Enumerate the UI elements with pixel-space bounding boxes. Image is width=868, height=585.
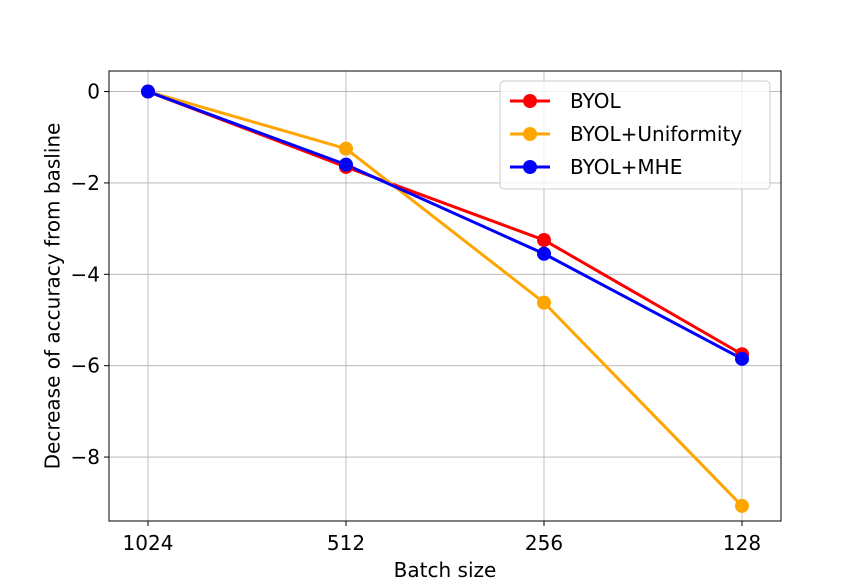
legend-label: BYOL+Uniformity: [570, 122, 742, 146]
y-tick-label: −2: [71, 171, 100, 195]
legend-label: BYOL: [570, 89, 621, 113]
series-point-0: [537, 233, 551, 248]
series-line-1: [147, 90, 744, 507]
y-tick-label: −6: [71, 354, 100, 378]
y-tick-label: −8: [71, 445, 100, 469]
series-point-2: [735, 351, 749, 366]
series-layer: [141, 84, 749, 513]
legend: BYOL BYOL+Uniformity BYOL+MHE: [499, 80, 771, 190]
series-point-2: [141, 84, 155, 99]
series-point-1: [735, 498, 749, 513]
legend-marker: [523, 127, 537, 141]
series-line-2: [147, 90, 743, 361]
x-tick-label: 256: [525, 531, 563, 555]
legend-box: [499, 80, 771, 190]
x-tick-label: 512: [327, 531, 365, 555]
legend-marker: [523, 160, 537, 174]
series-point-1: [339, 141, 353, 156]
plot-area: [108, 70, 782, 522]
x-tick-label: 128: [723, 531, 761, 555]
x-axis-label: Batch size: [394, 558, 497, 582]
x-tick-label: 1024: [123, 531, 174, 555]
y-axis-label: Decrease of accuracy from basline: [41, 123, 65, 470]
ticks: 1024 512 256 128 0 −2 −4 −6 −8: [71, 80, 762, 555]
y-tick-label: 0: [87, 80, 100, 104]
series-point-2: [339, 157, 353, 172]
y-tick-label: −4: [71, 262, 100, 286]
legend-marker: [523, 94, 537, 108]
series-point-1: [537, 295, 551, 310]
series-point-2: [537, 246, 551, 261]
legend-label: BYOL+MHE: [570, 155, 682, 179]
